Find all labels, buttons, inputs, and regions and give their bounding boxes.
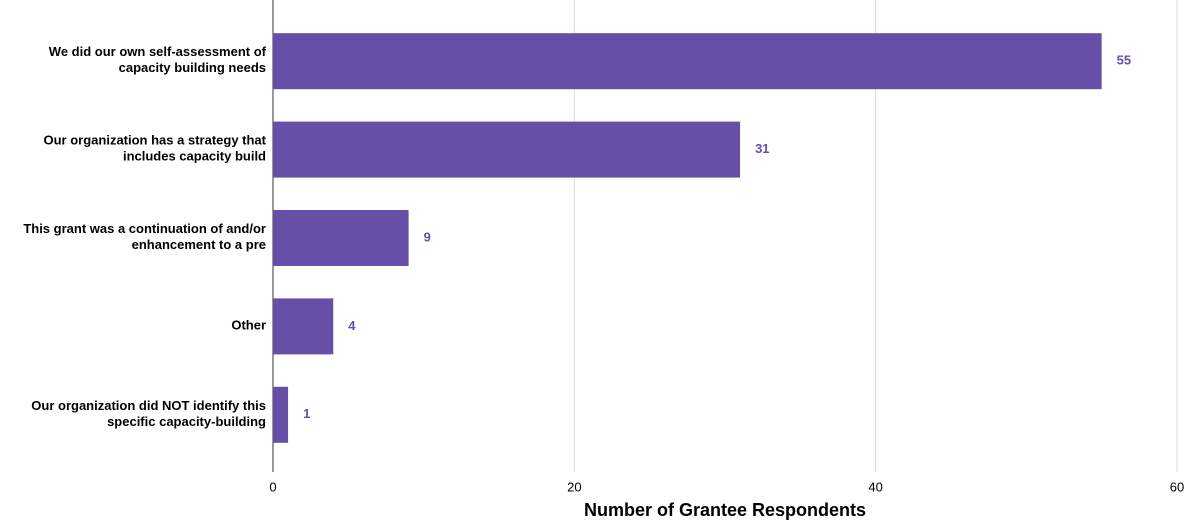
- bar: [273, 298, 334, 355]
- x-axis-title: Number of Grantee Respondents: [584, 500, 866, 520]
- data-label: 1: [303, 406, 310, 421]
- x-tick-label: 0: [269, 479, 276, 494]
- y-tick-label: We did our own self-assessment of capacit…: [49, 45, 267, 76]
- data-label: 9: [424, 229, 431, 244]
- y-tick-label: Our organization has a strategy that incl…: [44, 133, 267, 164]
- x-tick-label: 60: [1170, 479, 1184, 494]
- data-label: 4: [348, 318, 356, 333]
- bar: [273, 386, 289, 443]
- data-label: 55: [1117, 53, 1131, 68]
- bar: [273, 121, 741, 178]
- bar: [273, 33, 1102, 90]
- y-tick-label: This grant was a continuation of and/or e…: [23, 221, 266, 252]
- data-label: 31: [755, 141, 769, 156]
- y-tick-label: Our organization did NOT identify this sp…: [31, 398, 266, 429]
- y-tick-label: Other: [231, 318, 266, 333]
- bar: [273, 210, 409, 266]
- x-tick-label: 20: [567, 479, 581, 494]
- x-tick-label: 40: [868, 479, 882, 494]
